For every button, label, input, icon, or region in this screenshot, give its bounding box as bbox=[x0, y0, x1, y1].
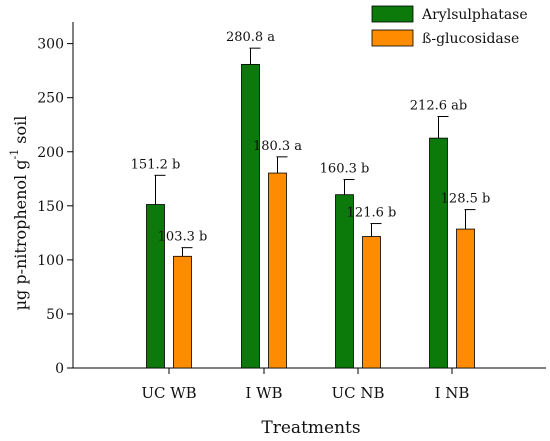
data-label: 103.3 b bbox=[158, 230, 208, 245]
bar bbox=[241, 63, 260, 369]
data-label: 212.6 ab bbox=[410, 99, 467, 114]
x-tick-label: I WB bbox=[245, 384, 282, 402]
legend-label: ß-glucosidase bbox=[422, 31, 519, 47]
bar bbox=[173, 255, 192, 369]
y-tick-label: 200 bbox=[37, 145, 64, 161]
data-label: 128.5 b bbox=[441, 192, 491, 207]
bar bbox=[268, 172, 287, 369]
axes: 0 50 100 150 200 250 300 UC WB I WB UC NB I NB bbox=[37, 22, 546, 402]
legend: Arylsulphatase ß-glucosidase bbox=[371, 5, 528, 47]
y-tick-label: 300 bbox=[37, 37, 64, 53]
y-tick-label: 100 bbox=[37, 253, 64, 269]
y-tick-label: 50 bbox=[46, 307, 64, 323]
legend-label: Arylsulphatase bbox=[421, 7, 528, 23]
bar bbox=[429, 137, 448, 369]
legend-swatch bbox=[371, 5, 414, 23]
data-label: 280.8 a bbox=[226, 30, 275, 45]
y-axis-label-superscript: -1 bbox=[8, 149, 21, 160]
data-labels: 151.2 b 103.3 b 280.8 a 180.3 a 160.3 b 121.6… bbox=[131, 30, 491, 244]
bar bbox=[362, 236, 381, 369]
bar bbox=[335, 194, 354, 369]
y-axis-label: µg p-nitrophenol g-1 soil bbox=[8, 116, 30, 311]
data-label: 180.3 a bbox=[253, 139, 302, 154]
data-label: 151.2 b bbox=[131, 157, 181, 172]
bar bbox=[456, 228, 475, 369]
data-label: 121.6 b bbox=[347, 206, 397, 221]
x-tick-label: UC NB bbox=[331, 384, 384, 402]
bars bbox=[146, 47, 476, 369]
x-tick-label: I NB bbox=[435, 384, 470, 402]
legend-swatch bbox=[371, 29, 414, 47]
data-label: 160.3 b bbox=[320, 162, 370, 177]
x-tick-label: UC WB bbox=[141, 384, 196, 402]
x-axis-label: Treatments bbox=[261, 418, 360, 438]
y-axis-label-tail: soil bbox=[11, 116, 30, 149]
y-axis-label-main: µg p-nitrophenol g bbox=[11, 159, 30, 310]
y-tick-label: 0 bbox=[55, 361, 64, 377]
y-tick-label: 150 bbox=[37, 199, 64, 215]
y-tick-label: 250 bbox=[37, 91, 64, 107]
